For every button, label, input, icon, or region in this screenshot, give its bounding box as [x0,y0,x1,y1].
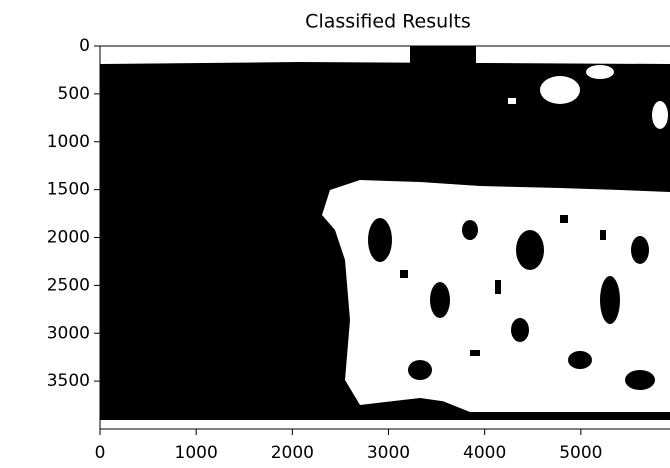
y-tick-label: 3500 [47,371,90,391]
x-tick-label: 1000 [175,443,218,463]
x-tick-label: 0 [95,443,106,463]
y-tick-label: 3000 [47,323,90,343]
chart-title: Classified Results [305,11,471,33]
y-tick-label: 1000 [47,132,90,152]
y-tick-label: 2000 [47,228,90,248]
classified-image [100,46,670,429]
x-tick-label: 3000 [367,443,410,463]
y-tick-label: 2500 [47,275,90,295]
chart: Classified Results 010002000300040005000… [0,0,670,468]
x-tick-label: 2000 [271,443,314,463]
x-tick-label: 4000 [463,443,506,463]
y-tick-label: 1500 [47,180,90,200]
x-tick-label: 5000 [559,443,602,463]
y-tick-label: 500 [58,84,90,104]
y-tick-label: 0 [79,36,90,56]
